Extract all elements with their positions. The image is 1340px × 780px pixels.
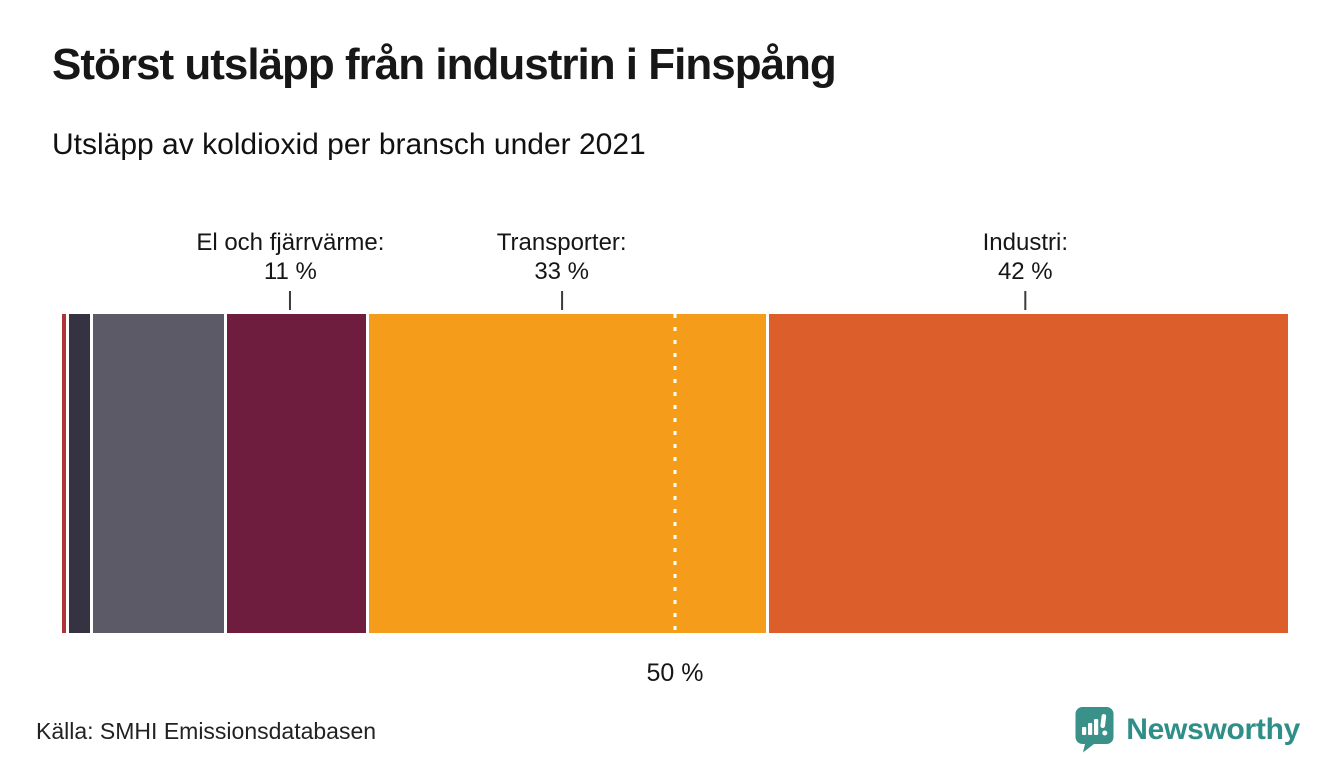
source-text: Källa: SMHI Emissionsdatabasen (36, 718, 377, 744)
label-tick (560, 291, 563, 310)
segment-label-Industri: Industri: 42 % (983, 228, 1068, 314)
label-tick (289, 291, 292, 310)
segment-label-name: Transporter: (496, 229, 627, 256)
bar-segment-unlabeled-1 (69, 314, 91, 633)
segment-label-value: 33 % (534, 258, 590, 285)
bar-segment-unlabeled-0 (62, 314, 67, 633)
segment-label-El och fjärrvärme: El och fjärrvärme: 11 % (196, 228, 384, 314)
segment-label-Transporter: Transporter: 33 % (497, 228, 627, 314)
page-title: Störst utsläpp från industrin i Finspång (52, 40, 837, 89)
label-tick (1024, 291, 1027, 310)
bar-segment-El och fjärrvärme (227, 314, 367, 633)
chart-area: El och fjärrvärme: 11 % Transporter: 33 % In… (62, 225, 1289, 687)
bar-segment-Industri (769, 314, 1289, 633)
segment-label-value: 11 % (263, 258, 317, 285)
page-subtitle: Utsläpp av koldioxid per bransch under 2… (52, 128, 646, 161)
segment-labels: El och fjärrvärme: 11 % Transporter: 33 % In… (62, 225, 1288, 314)
segment-label-name: El och fjärrvärme: (196, 229, 385, 256)
brand-link[interactable]: Newsworthy (1074, 706, 1300, 753)
newsworthy-logo-icon (1074, 706, 1115, 753)
brand-name: Newsworthy (1126, 712, 1300, 746)
segment-label-value: 42 % (997, 258, 1053, 285)
reference-line-50pct (673, 314, 677, 633)
bar-segment-unlabeled-2 (93, 314, 225, 633)
segment-label-name: Industri: (982, 229, 1068, 256)
reference-line-label: 50 % (646, 659, 704, 687)
bar-segment-Transporter (369, 314, 767, 633)
